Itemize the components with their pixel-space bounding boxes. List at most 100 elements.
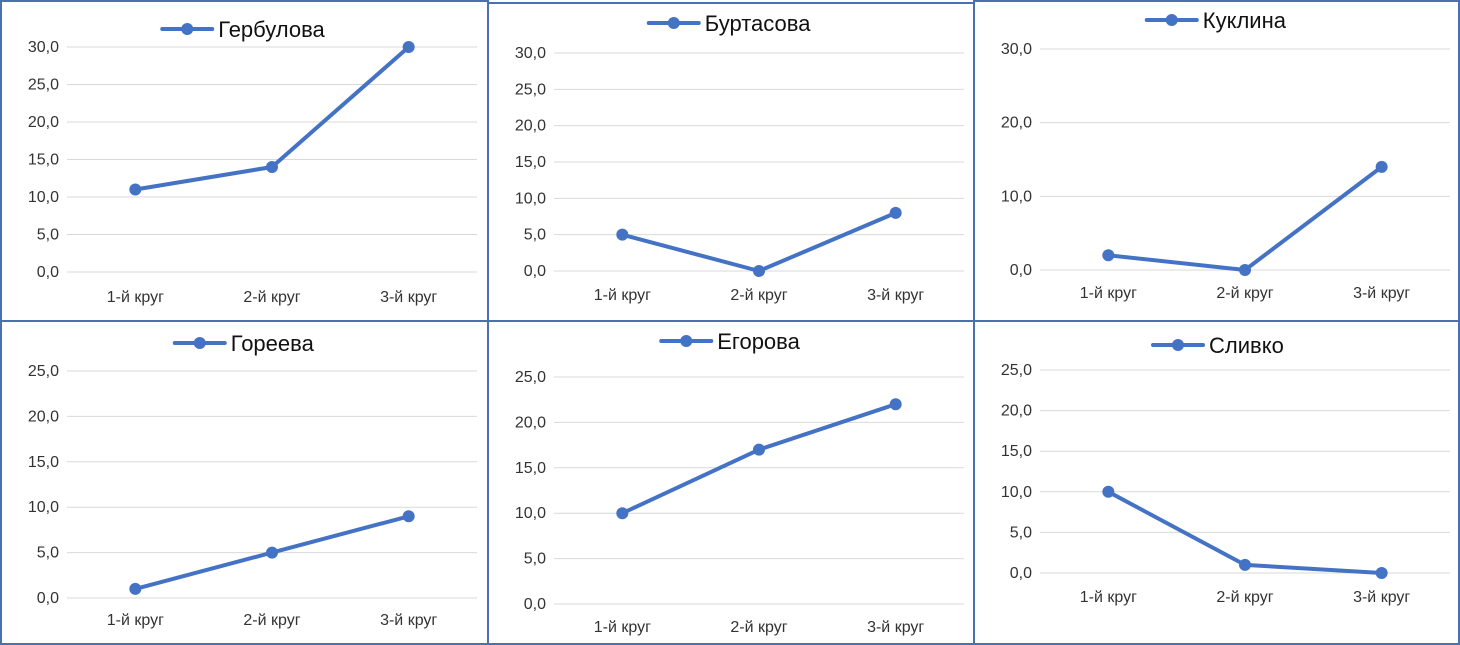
y-tick-label: 0,0 — [1010, 565, 1032, 582]
data-point — [1375, 567, 1388, 579]
y-tick-label: 25,0 — [1001, 362, 1032, 379]
x-tick-label: 2-й круг — [1216, 589, 1273, 606]
legend-marker — [181, 23, 194, 35]
y-tick-label: 0,0 — [37, 590, 59, 607]
legend-marker — [193, 337, 206, 349]
legend-label: Гореева — [231, 331, 315, 356]
y-tick-label: 10,0 — [1001, 188, 1032, 205]
data-point — [1375, 160, 1388, 173]
y-tick-label: 5,0 — [37, 545, 59, 562]
y-tick-label: 10,0 — [1001, 484, 1032, 501]
legend-marker — [1165, 14, 1178, 26]
data-point — [616, 507, 629, 520]
data-point — [266, 546, 278, 559]
y-tick-label: 20,0 — [1001, 115, 1032, 132]
x-tick-label: 3-й круг — [1353, 589, 1410, 606]
legend-marker — [667, 17, 680, 29]
line-chart: 0,0 5,0 10,0 15,0 20,0 25,0 1-й круг 2-й круг 3-… — [28, 331, 477, 629]
x-tick-label: 2-й круг — [730, 619, 787, 636]
data-point — [616, 228, 629, 241]
line-chart: 0,0 5,0 10,0 15,0 20,0 25,0 30,0 1-й круг 2-й кр… — [515, 11, 964, 304]
x-tick-label: 2-й круг — [1216, 285, 1273, 302]
x-tick-label: 2-й круг — [243, 289, 300, 306]
y-tick-label: 5,0 — [524, 551, 546, 568]
y-tick-label: 20,0 — [28, 408, 59, 425]
series-line — [620, 210, 898, 273]
legend-label: Егорова — [717, 329, 800, 354]
x-tick-label: 1-й круг — [1080, 285, 1137, 302]
data-point — [129, 582, 142, 595]
x-tick-label: 3-й круг — [380, 289, 437, 306]
y-tick-label: 15,0 — [28, 152, 59, 169]
y-tick-label: 20,0 — [515, 414, 546, 431]
x-tick-label: 1-й круг — [594, 619, 651, 636]
y-tick-label: 0,0 — [1010, 262, 1032, 279]
legend-label: Буртасова — [705, 11, 811, 36]
line-chart: 0,0 5,0 10,0 15,0 20,0 25,0 1-й круг 2-й круг 3-… — [1001, 333, 1450, 606]
x-tick-label: 2-й круг — [730, 287, 787, 304]
x-tick-label: 3-й круг — [1353, 285, 1410, 302]
y-tick-label: 30,0 — [28, 39, 59, 56]
data-point — [889, 206, 902, 219]
y-tick-label: 0,0 — [524, 263, 546, 280]
y-tick-label: 15,0 — [515, 154, 546, 171]
y-tick-label: 10,0 — [515, 190, 546, 207]
legend-marker — [1172, 339, 1184, 351]
data-point — [753, 265, 765, 277]
x-tick-label: 2-й круг — [243, 612, 300, 629]
y-tick-label: 5,0 — [1010, 524, 1032, 541]
x-tick-label: 1-й круг — [107, 612, 164, 629]
y-tick-label: 15,0 — [1001, 443, 1032, 460]
y-tick-label: 15,0 — [28, 454, 59, 471]
y-tick-label: 25,0 — [28, 363, 59, 380]
data-point — [402, 510, 415, 523]
y-tick-label: 30,0 — [515, 45, 546, 62]
y-tick-label: 20,0 — [515, 118, 546, 135]
series-line — [1106, 164, 1384, 272]
data-point — [753, 443, 765, 456]
data-point — [266, 161, 278, 173]
chart-panel: 0,0 5,0 10,0 15,0 20,0 25,0 30,0 1-й круг 2-й кр… — [0, 0, 489, 322]
data-point — [1102, 485, 1115, 498]
chart-panel: 0,0 5,0 10,0 15,0 20,0 25,0 30,0 1-й круг 2-й кр… — [487, 2, 975, 322]
y-tick-label: 30,0 — [1001, 41, 1032, 58]
x-tick-label: 1-й круг — [107, 289, 164, 306]
legend-label: Куклина — [1203, 8, 1287, 33]
chart-panel: 0,0 5,0 10,0 15,0 20,0 25,0 1-й круг 2-й круг 3-… — [973, 320, 1460, 645]
legend-label: Сливко — [1209, 333, 1284, 358]
chart-panel: 0,0 10,0 20,0 30,0 1-й круг 2-й круг 3-й круг К… — [973, 0, 1460, 322]
data-point — [1102, 249, 1115, 262]
x-tick-label: 3-й круг — [867, 619, 924, 636]
data-point — [1239, 264, 1251, 276]
line-chart: 0,0 10,0 20,0 30,0 1-й круг 2-й круг 3-й круг К… — [1001, 8, 1450, 302]
y-tick-label: 25,0 — [515, 81, 546, 98]
y-tick-label: 10,0 — [515, 505, 546, 522]
legend-label: Гербулова — [218, 17, 325, 42]
chart-panel: 0,0 5,0 10,0 15,0 20,0 25,0 1-й круг 2-й круг 3-… — [487, 320, 975, 645]
y-tick-label: 5,0 — [37, 227, 59, 244]
line-chart: 0,0 5,0 10,0 15,0 20,0 25,0 1-й круг 2-й круг 3-… — [515, 329, 964, 636]
x-tick-label: 3-й круг — [380, 612, 437, 629]
series-line — [620, 402, 898, 516]
x-tick-label: 1-й круг — [1080, 589, 1137, 606]
line-chart: 0,0 5,0 10,0 15,0 20,0 25,0 30,0 1-й круг 2-й кр… — [28, 17, 477, 306]
y-tick-label: 0,0 — [37, 264, 59, 281]
y-tick-label: 10,0 — [28, 189, 59, 206]
chart-panel: 0,0 5,0 10,0 15,0 20,0 25,0 1-й круг 2-й круг 3-… — [0, 320, 489, 645]
data-point — [402, 41, 415, 53]
data-point — [1239, 558, 1251, 571]
y-tick-label: 25,0 — [515, 369, 546, 386]
legend-marker — [680, 335, 693, 347]
y-tick-label: 10,0 — [28, 499, 59, 516]
y-tick-label: 5,0 — [524, 227, 546, 244]
x-tick-label: 3-й круг — [867, 287, 924, 304]
data-point — [889, 398, 902, 411]
data-point — [129, 183, 142, 196]
x-tick-label: 1-й круг — [594, 287, 651, 304]
y-tick-label: 15,0 — [515, 460, 546, 477]
y-tick-label: 0,0 — [524, 596, 546, 613]
y-tick-label: 20,0 — [1001, 403, 1032, 420]
y-tick-label: 20,0 — [28, 114, 59, 131]
y-tick-label: 25,0 — [28, 77, 59, 94]
